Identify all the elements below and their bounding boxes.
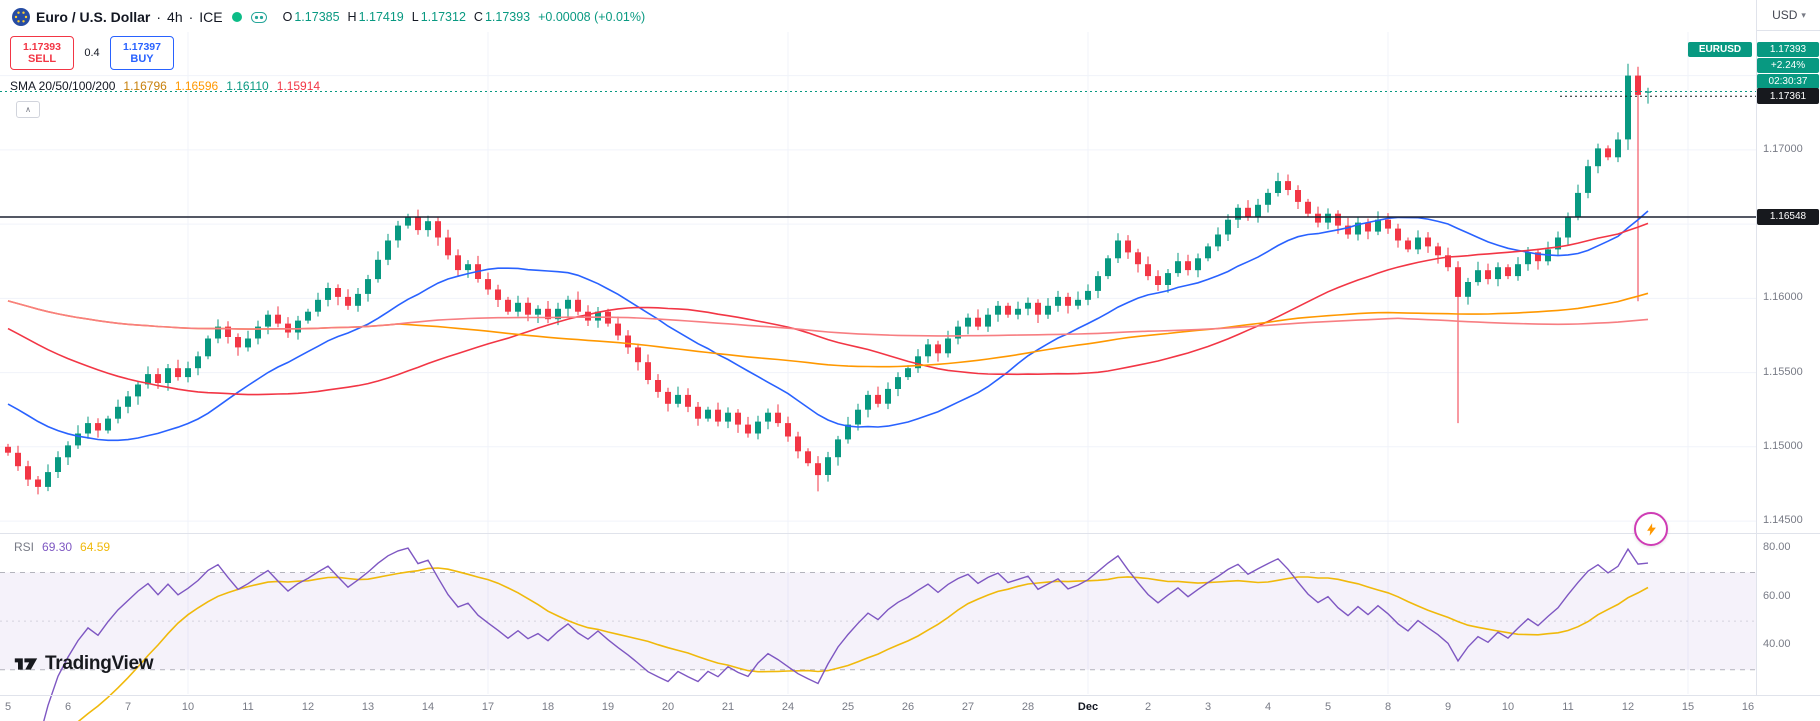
spread-value: 0.4 (84, 47, 100, 59)
sma-legend: SMA 20/50/100/200 1.16796 1.16596 1.1611… (10, 79, 320, 93)
tradingview-logo[interactable]: TradingView (14, 653, 154, 675)
time-axis-label: 19 (601, 701, 615, 713)
pane-separator[interactable] (0, 533, 1820, 534)
candles (5, 63, 1651, 495)
ask-price-badge: 1.17393 (1757, 42, 1819, 57)
gridlines (0, 32, 1756, 694)
currency-label: USD (1772, 8, 1798, 22)
time-axis-label: 8 (1384, 701, 1392, 713)
time-axis-label: 10 (1501, 701, 1515, 713)
interval-label[interactable]: 4h (167, 9, 183, 25)
chevron-down-icon: ▾ (1801, 9, 1806, 20)
time-axis-label: Dec (1077, 701, 1099, 713)
rsi-legend-label[interactable]: RSI (14, 540, 35, 554)
time-axis-label: 21 (721, 701, 735, 713)
rsi-legend: RSI 69.30 64.59 (14, 540, 110, 554)
bar-countdown-badge: 02:30:37 (1757, 74, 1819, 89)
time-axis-label: 28 (1021, 701, 1035, 713)
buy-button[interactable]: 1.17397 BUY (110, 36, 174, 70)
price-axis-label: 1.15500 (1763, 365, 1803, 378)
tradingview-logo-text: TradingView (45, 653, 154, 674)
title-separator: · (188, 9, 194, 25)
time-axis-label: 16 (1741, 701, 1755, 713)
sma-200-line (7, 300, 1649, 337)
time-axis-label: 4 (1264, 701, 1272, 713)
last-price-badge: 1.17361 (1757, 88, 1819, 105)
sma200-value: 1.15914 (276, 79, 321, 93)
time-axis-label: 12 (301, 701, 315, 713)
sma-legend-label[interactable]: SMA 20/50/100/200 (10, 79, 116, 93)
rsi-ma-value: 64.59 (80, 540, 111, 554)
ohlc-readout: O 1.17385 H 1.17419 L 1.17312 C 1.17393 +0.0… (282, 10, 646, 24)
time-axis-label: 7 (124, 701, 132, 713)
time-axis-label: 25 (841, 701, 855, 713)
time-axis-label: 10 (181, 701, 195, 713)
price-axis-label: 1.17000 (1763, 142, 1803, 155)
rsi-ma-line (77, 567, 1649, 721)
time-axis-label: 14 (421, 701, 435, 713)
time-axis-label: 18 (541, 701, 555, 713)
time-axis-label: 11 (242, 701, 254, 713)
lightning-icon[interactable] (1634, 512, 1668, 546)
time-axis-label: 24 (781, 701, 795, 713)
rsi-axis-label: 40.00 (1763, 638, 1791, 651)
change-percent-badge: +2.24% (1757, 58, 1819, 73)
eur-flag-icon (12, 8, 30, 26)
sma20-value: 1.16796 (123, 79, 167, 93)
rsi-axis-label: 80.00 (1763, 541, 1791, 554)
symbol-price-pill: EURUSD (1688, 42, 1752, 57)
time-axis-label: 17 (481, 701, 495, 713)
collapse-chevron-icon[interactable]: ∧ (16, 101, 40, 118)
sma-100-line (7, 292, 1649, 368)
trade-widget: 1.17393 SELL 0.4 1.17397 BUY (10, 36, 174, 70)
sell-button[interactable]: 1.17393 SELL (10, 36, 74, 70)
time-axis-label: 27 (961, 701, 975, 713)
time-axis-label: 2 (1144, 701, 1152, 713)
symbol-header-row: Euro / U.S. Dollar · 4h · ICE O 1.17385 H… (10, 8, 645, 26)
time-axis-label: 12 (1621, 701, 1635, 713)
time-axis-label: 9 (1444, 701, 1452, 713)
tradingview-logo-mark (14, 658, 38, 670)
time-axis-label: 6 (64, 701, 72, 713)
rsi-axis-label: 60.00 (1763, 589, 1791, 602)
market-open-icon[interactable] (231, 11, 243, 23)
currency-selector[interactable]: USD ▾ (1757, 0, 1820, 31)
time-axis-label: 13 (361, 701, 375, 713)
rsi-line (43, 547, 1649, 721)
title-separator: · (156, 9, 162, 25)
rsi-value: 69.30 (42, 540, 73, 554)
time-axis-label: 20 (661, 701, 675, 713)
hline-price-badge: 1.16548 (1757, 208, 1819, 225)
price-scale[interactable]: USD ▾ (1756, 0, 1820, 695)
time-axis-separator (0, 695, 1820, 696)
sma50-value: 1.16596 (174, 79, 219, 93)
price-axis-label: 1.15000 (1763, 439, 1803, 452)
exchange-label: ICE (199, 9, 223, 25)
time-axis-label: 26 (901, 701, 915, 713)
time-axis-label: 5 (1324, 701, 1332, 713)
price-axis-label: 1.14500 (1763, 514, 1803, 527)
time-axis-label: 5 (4, 701, 12, 713)
price-axis-label: 1.16000 (1763, 291, 1803, 304)
realtime-feed-icon[interactable] (250, 11, 267, 23)
time-axis-label: 11 (1562, 701, 1574, 713)
symbol-title[interactable]: Euro / U.S. Dollar (36, 9, 151, 25)
sma-20-line (7, 210, 1649, 442)
sma100-value: 1.16110 (226, 79, 269, 93)
price-change: +0.00008 (+0.01%) (538, 10, 646, 24)
sma-50-line (7, 222, 1649, 396)
time-axis-label: 15 (1681, 701, 1695, 713)
time-axis-label: 3 (1204, 701, 1212, 713)
